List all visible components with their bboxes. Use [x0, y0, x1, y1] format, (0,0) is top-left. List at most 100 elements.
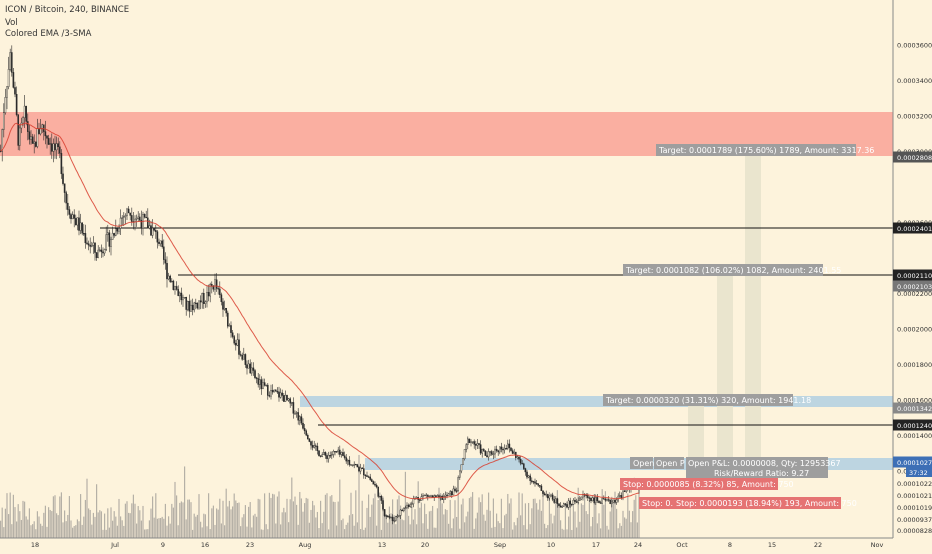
candle-body — [111, 233, 114, 240]
x-tick-label[interactable]: 22 — [814, 541, 822, 549]
volume-bar — [230, 509, 232, 538]
x-tick-label[interactable]: 9 — [161, 541, 165, 549]
volume-bar — [286, 498, 288, 538]
candle-body — [505, 447, 508, 450]
volume-bar — [505, 513, 507, 538]
candle-body — [609, 499, 611, 504]
x-tick-label[interactable]: Sep — [494, 541, 506, 549]
volume-bar — [400, 505, 402, 538]
stop-label-2: Stop: 0.0000193 (18.94%) 193, Amount: 75… — [676, 499, 857, 508]
volume-bar — [232, 506, 234, 538]
x-tick-label[interactable]: 15 — [768, 541, 776, 549]
volume-bar — [355, 490, 357, 538]
x-tick-label[interactable]: Oct — [676, 541, 688, 549]
time-axis[interactable]: 18 Jul 9 16 23 Aug 13 20 Sep 10 17 24 Oct 8 15 22 Nov — [31, 541, 884, 549]
x-tick-label[interactable]: 20 — [421, 541, 429, 549]
candle-body — [587, 495, 589, 498]
candle-body — [459, 470, 461, 478]
candle-body — [214, 279, 216, 290]
volume-bar — [11, 524, 13, 538]
price-axis[interactable] — [893, 0, 932, 538]
candle-body — [202, 293, 205, 304]
volume-bar — [24, 501, 26, 538]
volume-bar — [515, 525, 517, 538]
candle-body — [185, 297, 188, 310]
volume-bar — [403, 520, 405, 538]
volume-bar — [321, 523, 323, 538]
x-tick-label[interactable]: Nov — [871, 541, 884, 549]
volume-bar — [428, 511, 430, 538]
x-tick-label[interactable]: 8 — [728, 541, 732, 549]
candle-body — [579, 498, 581, 501]
x-tick-label[interactable]: 16 — [201, 541, 209, 549]
candle-body — [52, 143, 55, 152]
candle-body — [190, 304, 192, 312]
volume-bar — [454, 500, 456, 538]
x-tick-label[interactable]: 23 — [246, 541, 254, 549]
candle-body — [516, 456, 519, 458]
candle-body — [310, 441, 312, 446]
candle-body — [323, 452, 325, 455]
volume-bar — [35, 529, 37, 538]
volume-bar — [25, 516, 27, 538]
volume-bar — [473, 528, 475, 538]
x-tick-label[interactable]: 13 — [378, 541, 386, 549]
volume-bar — [345, 524, 347, 538]
candle-body — [327, 455, 330, 459]
volume-bar — [83, 516, 85, 538]
volume-bar — [468, 498, 470, 538]
volume-bar — [368, 494, 370, 538]
volume-bar — [350, 492, 352, 538]
x-tick-label[interactable]: 18 — [31, 541, 39, 549]
candle-body — [158, 242, 160, 244]
candle-body — [537, 483, 539, 486]
candle-body — [603, 498, 605, 500]
candle-body — [262, 382, 264, 389]
volume-bar — [51, 511, 53, 538]
candle-body — [326, 455, 328, 459]
volume-bar — [102, 529, 104, 538]
candle-body — [407, 504, 410, 507]
volume-bar — [339, 479, 341, 538]
price-tag-0.0001019: 0.0001019 — [897, 504, 932, 512]
volume-bar — [3, 527, 5, 538]
candle-body — [238, 339, 240, 355]
price-tag-0.0002808: 0.0002808 — [897, 154, 932, 162]
candle-body — [476, 443, 479, 446]
candle-body — [596, 497, 599, 502]
volume-bar — [488, 492, 490, 538]
candle-body — [345, 457, 348, 462]
price-tag-bg — [893, 280, 932, 292]
candle-body — [302, 422, 304, 429]
candle-body — [255, 377, 258, 379]
volume-bar — [27, 519, 29, 538]
volume-bar — [8, 514, 10, 538]
candle-body — [468, 438, 471, 443]
volume-bar — [120, 516, 122, 538]
volume-bar — [56, 513, 58, 538]
volume-bar — [593, 497, 595, 538]
volume-bar — [329, 496, 331, 538]
volume-bar — [121, 520, 123, 538]
volume-bar — [62, 522, 64, 538]
candle-body — [39, 128, 42, 135]
candle-body — [162, 246, 165, 260]
candle-body — [467, 438, 469, 445]
volume-bar — [342, 518, 344, 538]
candle-body — [355, 464, 357, 466]
candle-body — [90, 245, 93, 247]
x-tick-label[interactable]: 10 — [547, 541, 555, 549]
candle-body — [620, 495, 623, 499]
x-tick-label[interactable]: 17 — [592, 541, 600, 549]
x-tick-label[interactable]: 24 — [634, 541, 642, 549]
x-tick-label[interactable]: Aug — [299, 541, 312, 549]
volume-bar — [430, 510, 432, 538]
volume-bar — [108, 527, 110, 538]
x-tick-label[interactable]: Jul — [110, 541, 119, 549]
volume-bar — [70, 520, 72, 538]
y-tick-label: 0.0003200 — [897, 112, 932, 120]
volume-bar — [630, 522, 632, 538]
volume-bar — [201, 527, 203, 538]
volume-bar — [344, 529, 346, 538]
